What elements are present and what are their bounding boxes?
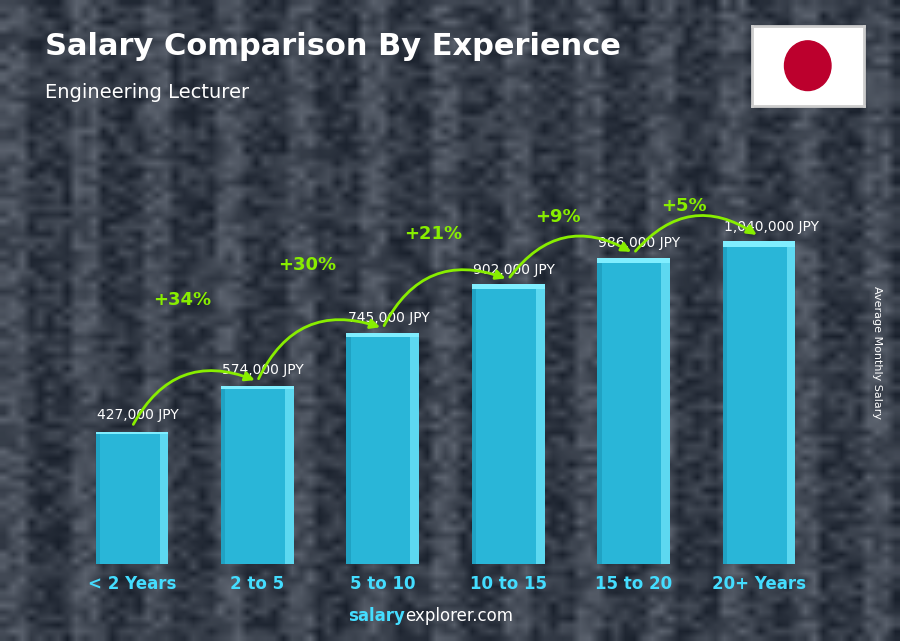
Text: +30%: +30% xyxy=(278,256,337,274)
Bar xyxy=(410,333,419,564)
Bar xyxy=(723,241,727,564)
Bar xyxy=(598,258,670,263)
Bar xyxy=(472,284,476,564)
Bar xyxy=(346,333,419,564)
Text: 986,000 JPY: 986,000 JPY xyxy=(598,237,680,251)
Bar xyxy=(598,258,670,564)
Bar xyxy=(536,284,544,564)
Bar xyxy=(346,333,419,337)
Bar xyxy=(221,386,293,389)
Bar xyxy=(472,284,544,564)
Text: explorer.com: explorer.com xyxy=(405,607,513,625)
Bar xyxy=(221,386,225,564)
Bar xyxy=(598,258,601,564)
Text: +34%: +34% xyxy=(153,291,211,309)
Bar xyxy=(662,258,670,564)
Text: +9%: +9% xyxy=(536,208,581,226)
Text: 745,000 JPY: 745,000 JPY xyxy=(347,311,429,325)
Text: 902,000 JPY: 902,000 JPY xyxy=(473,263,555,276)
Bar xyxy=(723,241,796,247)
Bar xyxy=(95,431,100,564)
Text: +21%: +21% xyxy=(404,224,462,243)
Bar xyxy=(159,431,168,564)
Bar xyxy=(221,386,293,564)
Bar xyxy=(787,241,796,564)
Text: Average Monthly Salary: Average Monthly Salary xyxy=(872,286,883,419)
Text: 427,000 JPY: 427,000 JPY xyxy=(97,408,178,422)
Text: salary: salary xyxy=(348,607,405,625)
Bar xyxy=(472,284,544,289)
Bar xyxy=(285,386,293,564)
Bar xyxy=(95,431,168,434)
Text: Engineering Lecturer: Engineering Lecturer xyxy=(45,83,249,103)
Text: 1,040,000 JPY: 1,040,000 JPY xyxy=(724,221,819,235)
Circle shape xyxy=(785,41,831,90)
Text: +5%: +5% xyxy=(661,197,707,215)
Bar xyxy=(95,431,168,564)
Bar xyxy=(346,333,351,564)
Text: 574,000 JPY: 574,000 JPY xyxy=(222,363,304,377)
Bar xyxy=(723,241,796,564)
Text: Salary Comparison By Experience: Salary Comparison By Experience xyxy=(45,32,621,61)
